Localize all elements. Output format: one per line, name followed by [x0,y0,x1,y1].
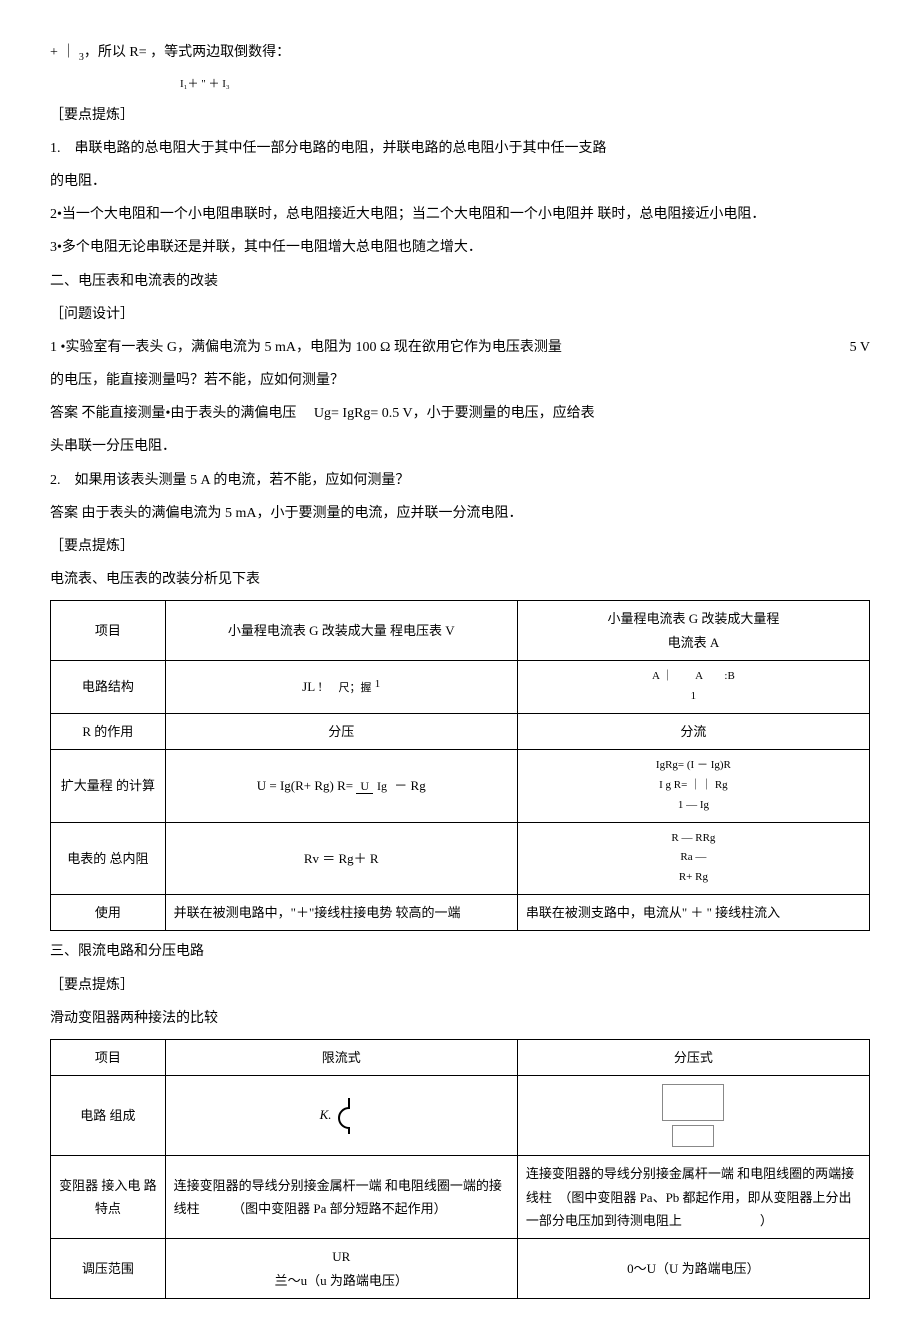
t1-r3-1d: Ig [373,779,391,793]
t2-c0: 项目 [51,1039,166,1075]
section-3-heading: 三、限流电路和分压电路 [50,939,870,964]
t1-r1-2b: 1 [691,690,697,702]
intro-denom: I₁＋ " ＋ I₃ [50,75,870,95]
s3-t: 滑动变阻器两种接法的比较 [50,1006,870,1031]
t1-r5-2: 串联在被测支路中，电流从" ＋ " 接线柱流入 [517,894,869,930]
t1-r3-2: IgRg= (I － Ig)R I g R= ｜｜ Rg 1 — Ig [517,750,869,822]
t2-r2-0: 变阻器 接入电 路特点 [51,1156,166,1239]
section-2-heading: 二、电压表和电流表的改装 [50,269,870,294]
t1-c1: 小量程电流表 G 改装成大量 程电压表 V [165,601,517,661]
t1-r3-1: U = Ig(R+ Rg) R= UIg － Rg [165,750,517,822]
t2-r3-1b: 兰〜u（u 为路端电压） [174,1269,509,1292]
t1-c0: 项目 [51,601,166,661]
section-1-heading: ［要点提炼］ [50,103,870,128]
t1-r2-2: 分流 [517,713,869,749]
t2-c1: 限流式 [165,1039,517,1075]
t1-r4-1: Rv ＝ Rg＋ R [165,822,517,894]
t1-r1-2: A ｜ A :B 1 [517,661,869,714]
t1-r4-2c: R+ Rg [526,868,861,888]
t1-r1-1c: 1 [375,678,381,690]
t1-c2b: 电流表 A [668,635,720,650]
t1-r4-0: 电表的 总内阻 [51,822,166,894]
s2-p3b: Ug= IgRg= 0.5 V，小于要测量的电压，应给表 [314,406,595,421]
t2-r1-1k: K. [320,1107,332,1122]
t1-c2: 小量程电流表 G 改装成大量程 电流表 A [517,601,869,661]
t2-r3-0: 调压范围 [51,1239,166,1299]
t1-r3-1c: － Rg [394,778,425,793]
frag-a: + ｜ [50,45,79,60]
s2-p5: 2. 如果用该表头测量 5 A 的电流，若不能，应如何测量？ [50,468,870,493]
s1-p1b: 的电阻． [50,169,870,194]
t2-r3-1a: UR [174,1245,509,1268]
s2-p6: 答案 由于表头的满偏电流为 5 mA，小于要测量的电流，应并联一分流电阻． [50,501,870,526]
t1-r4-2: R — RRg Ra — R+ Rg [517,822,869,894]
t2-r1-1: K. [165,1076,517,1156]
t2-r1-2 [517,1076,869,1156]
t1-r5-0: 使用 [51,894,166,930]
t2-r3-2: 0〜U（U 为路端电压） [517,1239,869,1299]
table-rheostat: 项目 限流式 分压式 电路 组成 K. 变阻器 接入电 路特点 连接变阻器的导线… [50,1039,870,1299]
t1-r1-1: JL ! 尺；握 1 [165,661,517,714]
s2-t: 电流表、电压表的改装分析见下表 [50,567,870,592]
table-meter-mod: 项目 小量程电流表 G 改装成大量 程电压表 V 小量程电流表 G 改装成大量程… [50,600,870,931]
s1-p3: 3•多个电阻无论串联还是并联，其中任一电阻增大总电阻也随之增大． [50,235,870,260]
s3-y: ［要点提炼］ [50,973,870,998]
t1-r5-1: 并联在被测电路中，"＋"接线柱接电势 较高的一端 [165,894,517,930]
t1-r1-1a: JL ! [302,679,322,694]
t1-r1-0: 电路结构 [51,661,166,714]
circuit-limiting-icon [335,1096,363,1136]
frag-c: ，等式两边取倒数得： [150,45,290,60]
t1-r4-2a: R — RRg [526,829,861,849]
t1-r3-2b: I g R= ｜｜ Rg [526,776,861,796]
s2-p2: 的电压，能直接测量吗？若不能，应如何测量？ [50,368,870,393]
s2-p1: 1 •实验室有一表头 G，满偏电流为 5 mA，电阻为 100 Ω 现在欲用它作… [50,335,870,360]
t1-r3-1a: U = Ig(R+ Rg) R= [257,778,357,793]
t1-c2a: 小量程电流表 G 改装成大量程 [607,611,779,626]
t1-r3-2a: IgRg= (I － Ig)R [526,756,861,776]
s2-p3: 答案 不能直接测量•由于表头的满偏电压 Ug= IgRg= 0.5 V，小于要测… [50,401,870,426]
s2-y: ［要点提炼］ [50,534,870,559]
s2-p4: 头串联一分压电阻． [50,434,870,459]
circuit-divider-box-2-icon [672,1125,714,1147]
frag-b: ，所以 R= [84,45,150,60]
t2-r1-0: 电路 组成 [51,1076,166,1156]
s2-p3a: 答案 不能直接测量•由于表头的满偏电压 [50,406,296,421]
t2-c2: 分压式 [517,1039,869,1075]
t1-r1-1b: 尺；握 [339,682,372,694]
t1-r2-1: 分压 [165,713,517,749]
s1-p2: 2•当一个大电阻和一个小电阻串联时，总电阻接近大电阻；当二个大电阻和一个小电阻并… [50,202,870,227]
circuit-divider-box-1-icon [662,1084,724,1121]
t1-r3-1b: U [356,779,373,794]
t2-r2-1: 连接变阻器的导线分别接金属杆一端 和电阻线圈一端的接线柱 （图中变阻器 Pa 部… [165,1156,517,1239]
intro-line-1: + ｜ 3，所以 R= ，等式两边取倒数得： [50,40,870,67]
s1-p1: 1. 串联电路的总电阻大于其中任一部分电路的电阻，并联电路的总电阻小于其中任一支… [50,136,870,161]
t1-r3-0: 扩大量程 的计算 [51,750,166,822]
t1-r1-2a: A ｜ A :B [652,670,735,682]
s2-p1a: 1 •实验室有一表头 G，满偏电流为 5 mA，电阻为 100 Ω 现在欲用它作… [50,340,562,355]
t1-r4-2b: Ra — [526,848,861,868]
t1-r3-2c: 1 — Ig [526,796,861,816]
s2-q: ［问题设计］ [50,302,870,327]
t2-r3-1: UR 兰〜u（u 为路端电压） [165,1239,517,1299]
t1-r2-0: R 的作用 [51,713,166,749]
t2-r2-2: 连接变阻器的导线分别接金属杆一端 和电阻线圈的两端接线柱 （图中变阻器 Pa、P… [517,1156,869,1239]
s2-p1b: 5 V [850,335,870,360]
